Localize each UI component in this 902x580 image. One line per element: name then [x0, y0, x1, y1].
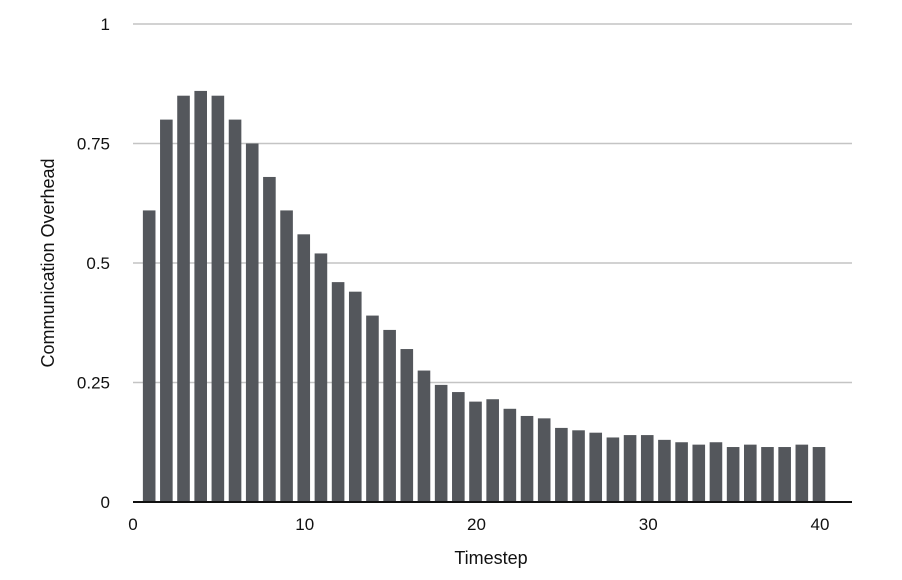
bar-7: [245, 143, 259, 502]
bars: [142, 90, 826, 503]
x-tick-label-4: 40: [811, 515, 830, 534]
y-axis-ticks: 0 0.25 0.5 0.75 1: [77, 15, 110, 512]
bar-20: [469, 401, 482, 502]
bar-28: [606, 437, 620, 502]
bar-21: [486, 399, 499, 502]
y-tick-label-2: 0.5: [86, 254, 110, 273]
bar-26: [572, 430, 585, 502]
x-tick-label-2: 20: [467, 515, 486, 534]
bar-18: [434, 384, 448, 502]
bar-19: [452, 392, 465, 502]
y-tick-label-0: 0: [101, 493, 110, 512]
bar-35: [726, 447, 740, 502]
bar-34: [709, 442, 723, 502]
bar-13: [348, 291, 362, 502]
bar-5: [211, 95, 225, 502]
bar-39: [795, 444, 809, 502]
x-tick-label-1: 10: [295, 515, 314, 534]
bar-12: [331, 282, 345, 502]
bar-25: [555, 427, 568, 502]
bar-15: [383, 329, 396, 502]
x-tick-label-0: 0: [128, 515, 137, 534]
bar-8: [263, 176, 276, 502]
y-axis-label: Communication Overhead: [38, 158, 58, 367]
bar-11: [314, 253, 328, 502]
y-tick-label-1: 0.25: [77, 374, 110, 393]
bar-27: [589, 432, 603, 502]
bar-16: [400, 349, 414, 502]
bar-22: [503, 408, 517, 502]
x-axis-label: Timestep: [454, 548, 527, 568]
bar-31: [658, 439, 671, 502]
bar-30: [640, 435, 654, 502]
bar-2: [160, 119, 173, 502]
bar-10: [297, 234, 311, 502]
bar-36: [744, 444, 757, 502]
bar-29: [623, 435, 637, 502]
bar-40: [812, 447, 826, 502]
bar-14: [366, 315, 379, 502]
bar-33: [692, 444, 706, 502]
bar-23: [520, 415, 534, 502]
bar-24: [537, 418, 551, 502]
x-axis-ticks: 0 10 20 30 40: [128, 515, 829, 534]
bar-17: [417, 370, 431, 502]
bar-32: [675, 442, 688, 502]
bar-3: [177, 95, 190, 502]
bar-4: [194, 90, 207, 503]
bar-1: [142, 210, 156, 503]
y-tick-label-3: 0.75: [77, 135, 110, 154]
bar-9: [280, 210, 293, 503]
bar-6: [228, 119, 242, 502]
bar-38: [778, 447, 791, 502]
x-tick-label-3: 30: [639, 515, 658, 534]
y-tick-label-4: 1: [101, 15, 110, 34]
bar-37: [761, 447, 774, 502]
